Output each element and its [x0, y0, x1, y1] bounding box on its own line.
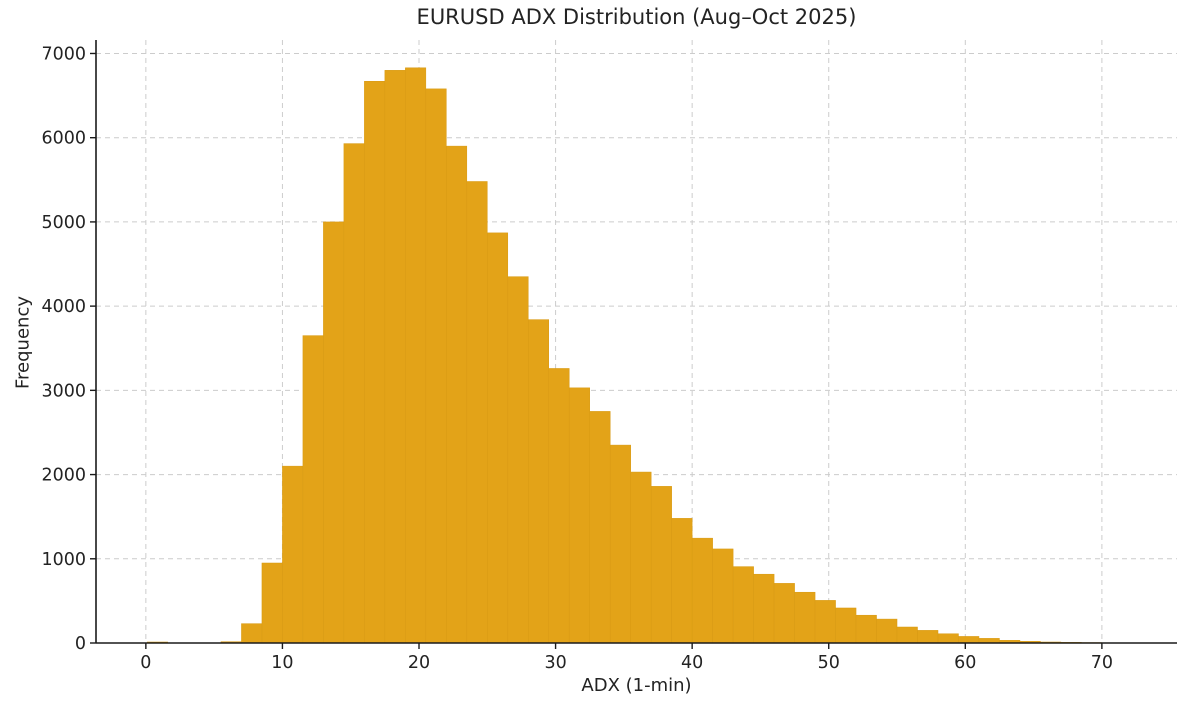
histogram-bar [241, 623, 263, 644]
histogram-bar [773, 583, 795, 644]
x-axis-label: ADX (1-min) [581, 675, 692, 696]
histogram-bar [568, 387, 590, 644]
histogram-bar [261, 562, 283, 644]
histogram-bar [630, 471, 652, 644]
x-tick-label: 30 [544, 653, 566, 673]
histogram-bar [609, 444, 631, 644]
histogram-bar [507, 276, 529, 644]
x-tick-label: 20 [408, 653, 430, 673]
x-tick-label: 10 [271, 653, 293, 673]
y-tick-label: 1000 [41, 550, 86, 570]
x-tick-label: 40 [681, 653, 703, 673]
histogram-bar [691, 537, 713, 644]
histogram-bar [282, 465, 304, 644]
histogram-bar [323, 221, 345, 644]
histogram-bar [528, 319, 549, 644]
y-tick-label: 5000 [41, 213, 86, 233]
histogram-bar [937, 633, 959, 644]
histogram-bar [835, 607, 857, 644]
x-tick-label: 70 [1091, 653, 1113, 673]
histogram-bar [876, 618, 898, 644]
y-tick-label: 4000 [41, 297, 86, 317]
histogram-bar [855, 614, 877, 644]
x-tick-label: 50 [818, 653, 840, 673]
y-tick-label: 0 [75, 634, 86, 654]
histogram-bar [302, 335, 324, 644]
histogram-bar [384, 70, 406, 644]
histogram-bar [917, 630, 939, 644]
histogram-bar [671, 518, 693, 644]
histogram-bar [753, 573, 775, 644]
histogram-bar [958, 636, 980, 644]
y-tick-label: 6000 [41, 129, 86, 149]
histogram-bar [712, 548, 734, 644]
histogram-bar [794, 591, 816, 644]
y-tick-label: 7000 [41, 44, 86, 64]
y-tick-label: 2000 [41, 466, 86, 486]
histogram-bar [732, 566, 754, 644]
histogram-bar [425, 88, 447, 644]
histogram-bar [405, 67, 427, 644]
y-tick-label: 3000 [41, 381, 86, 401]
y-axis-label: Frequency [12, 296, 34, 389]
histogram-bar [446, 145, 468, 644]
histogram-bar [589, 411, 611, 644]
histogram-bar [487, 232, 509, 644]
histogram-bar [548, 368, 570, 644]
histogram-bar [650, 486, 672, 644]
x-tick-label: 60 [954, 653, 976, 673]
histogram-bar [896, 626, 918, 644]
histogram-bar [466, 181, 488, 644]
x-tick-label: 0 [140, 653, 151, 673]
histogram-bar [343, 143, 365, 644]
histogram-bar [814, 600, 836, 644]
chart-title: EURUSD ADX Distribution (Aug–Oct 2025) [416, 5, 857, 29]
histogram-bar [364, 81, 386, 644]
